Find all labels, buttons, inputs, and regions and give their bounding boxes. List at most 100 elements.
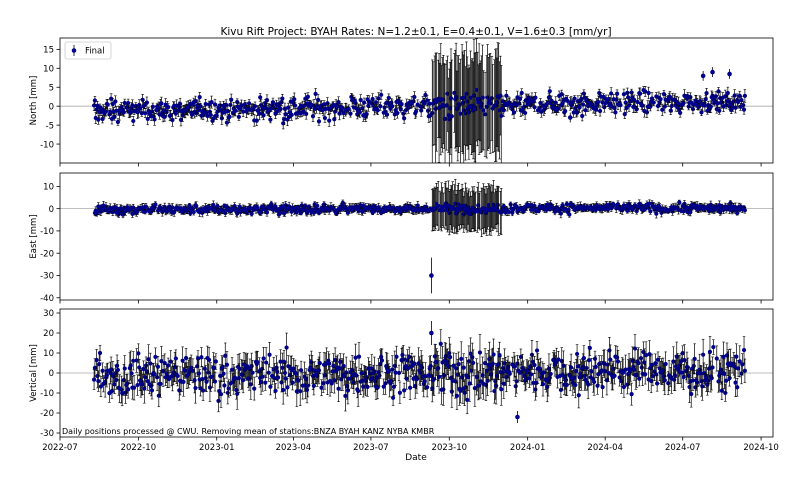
north-point xyxy=(270,100,276,105)
north-point xyxy=(402,116,407,121)
north-point xyxy=(580,113,585,119)
north-feature-point xyxy=(727,71,732,77)
north-point xyxy=(373,100,379,105)
north-point xyxy=(609,91,614,96)
north-point xyxy=(570,99,575,105)
legend: Final xyxy=(64,41,112,60)
north-point xyxy=(292,97,297,102)
north-point xyxy=(256,107,261,113)
north-point xyxy=(572,96,577,101)
north-point xyxy=(597,108,603,114)
north-ytick-label: 0 xyxy=(49,102,54,112)
north-point xyxy=(422,101,427,106)
north-point xyxy=(489,96,494,101)
north-point xyxy=(538,100,543,106)
east-point xyxy=(120,212,126,217)
north-point xyxy=(304,111,309,116)
east-point xyxy=(564,201,569,207)
north-point xyxy=(726,98,731,104)
north-point xyxy=(189,112,195,117)
north-point xyxy=(448,96,454,101)
north-point xyxy=(688,95,693,100)
north-feature-point xyxy=(567,115,573,120)
north-point xyxy=(655,103,661,109)
north-point xyxy=(322,115,328,121)
east-point xyxy=(211,202,216,208)
north-ytick-label: -10 xyxy=(40,140,54,150)
north-point xyxy=(105,102,110,107)
east-point xyxy=(143,204,149,209)
north-point xyxy=(126,101,131,106)
north-point xyxy=(593,107,598,112)
east-point xyxy=(625,208,630,213)
north-point xyxy=(499,113,504,118)
north-ytick-label: 10 xyxy=(43,65,54,75)
north-point xyxy=(375,108,380,113)
north-point xyxy=(532,105,537,110)
north-point xyxy=(563,109,568,114)
north-ytick-label: 15 xyxy=(43,46,54,56)
north-point xyxy=(137,106,143,111)
north-point xyxy=(662,104,667,109)
north-point xyxy=(580,102,586,107)
north-point xyxy=(252,104,258,109)
north-point xyxy=(431,101,436,106)
north-point xyxy=(504,93,509,98)
east-point xyxy=(287,204,292,209)
north-point xyxy=(197,95,202,100)
north-point xyxy=(385,112,390,117)
north-point xyxy=(634,107,639,112)
north-point xyxy=(481,108,486,113)
north-ytick-label: -5 xyxy=(46,121,54,131)
north-point xyxy=(725,90,730,96)
north-point xyxy=(327,118,332,123)
east-point xyxy=(514,204,519,209)
north-point xyxy=(501,108,506,113)
north-point xyxy=(281,117,287,122)
east-point xyxy=(511,207,516,212)
north-point xyxy=(316,119,322,124)
north-point xyxy=(115,119,121,125)
north-point xyxy=(690,106,696,112)
east-point xyxy=(536,208,541,213)
north-point xyxy=(458,111,463,116)
east-point xyxy=(249,211,254,216)
north-point xyxy=(337,111,342,116)
north-point xyxy=(159,101,164,106)
north-point xyxy=(739,97,744,103)
legend-marker xyxy=(71,48,77,53)
north-point xyxy=(427,101,432,106)
north-point xyxy=(596,99,601,105)
north-point xyxy=(205,113,210,118)
east-point xyxy=(415,203,420,208)
east-point xyxy=(273,204,278,209)
east-point xyxy=(441,208,446,213)
east-point xyxy=(345,210,351,215)
east-point xyxy=(552,209,558,214)
north-point xyxy=(364,112,369,117)
north-point xyxy=(113,99,118,104)
north-point xyxy=(704,90,709,96)
north-point xyxy=(624,105,629,111)
north-point xyxy=(121,110,126,115)
north-point xyxy=(742,93,747,98)
east-point xyxy=(143,209,148,214)
north-point xyxy=(556,106,561,111)
north-point xyxy=(651,100,656,105)
north-point xyxy=(699,110,704,115)
north-point xyxy=(565,98,570,104)
north-point xyxy=(258,95,263,100)
east-point xyxy=(340,200,345,205)
north-point xyxy=(735,99,741,105)
east-point xyxy=(315,203,320,208)
north-point xyxy=(103,109,109,114)
north-point xyxy=(519,90,524,96)
north-point xyxy=(280,96,285,101)
north-point xyxy=(411,99,416,104)
north-point xyxy=(247,101,252,106)
north-point xyxy=(574,110,580,115)
north-point xyxy=(254,118,259,123)
north-point xyxy=(626,103,632,108)
north-point xyxy=(278,106,283,112)
north-point xyxy=(130,103,135,108)
